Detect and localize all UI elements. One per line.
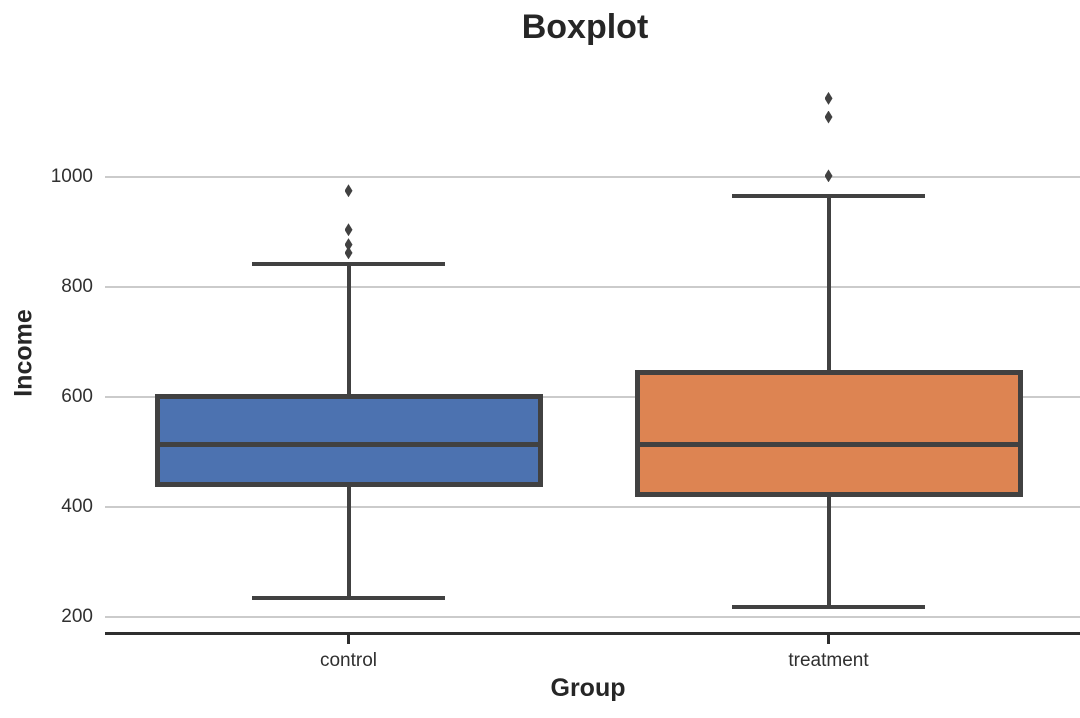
outlier-diamond [824, 169, 833, 183]
outlier-diamond [824, 91, 833, 105]
ytick-label: 1000 [50, 166, 93, 187]
whisker-upper-control [346, 264, 351, 397]
xtick-label-treatment: treatment [788, 650, 869, 671]
box-treatment [634, 370, 1023, 497]
gridline [105, 176, 1080, 178]
xtick-mark [827, 634, 830, 644]
outlier-diamond [344, 238, 353, 252]
box-control [154, 394, 543, 488]
chart-title: Boxplot [521, 8, 649, 46]
whisker-lower-treatment [826, 493, 831, 608]
outlier-diamond [344, 246, 353, 260]
ytick-label: 600 [61, 386, 93, 407]
whisker-upper-treatment [826, 195, 831, 373]
median-line-treatment [639, 442, 1018, 448]
whisker-cap-lower-treatment [732, 605, 925, 610]
whisker-cap-lower-control [252, 596, 445, 601]
xtick-mark [347, 634, 350, 644]
gridline [105, 396, 1080, 398]
gridline [105, 506, 1080, 508]
gridline [105, 616, 1080, 618]
outlier-diamond [344, 223, 353, 237]
xtick-label-control: control [319, 650, 378, 671]
outlier-diamond [824, 110, 833, 124]
whisker-cap-upper-control [252, 262, 445, 267]
whisker-lower-control [346, 484, 351, 599]
ytick-label: 200 [61, 606, 93, 627]
outlier-diamond [344, 184, 353, 198]
median-line-control [159, 442, 538, 448]
gridline [105, 286, 1080, 288]
ytick-label: 800 [61, 276, 93, 297]
x-axis-label: Group [550, 674, 626, 702]
whisker-cap-upper-treatment [732, 193, 925, 198]
x-axis-spine [105, 632, 1080, 635]
ytick-label: 400 [61, 496, 93, 517]
